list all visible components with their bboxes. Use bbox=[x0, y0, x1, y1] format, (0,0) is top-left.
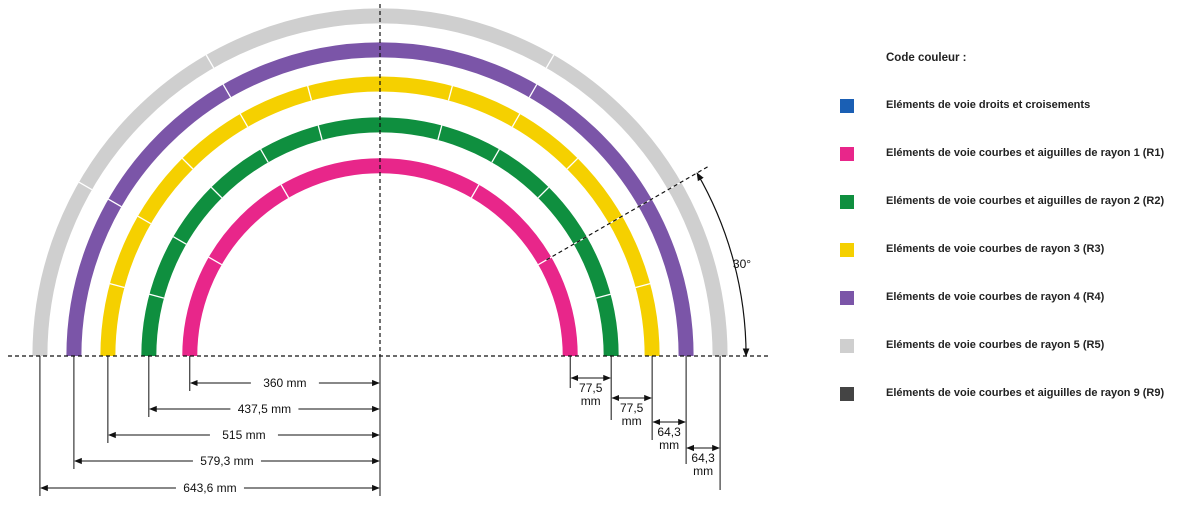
spacing-unit: mm bbox=[622, 414, 642, 428]
radius-label: 643,6 mm bbox=[183, 481, 236, 495]
legend-label: Eléments de voie courbes de rayon 4 (R4) bbox=[886, 291, 1105, 303]
arc-segment-separator bbox=[317, 125, 323, 141]
legend-item-r1: Eléments de voie courbes et aiguilles de… bbox=[840, 146, 1190, 162]
legend-swatch bbox=[840, 99, 854, 113]
arc-segment-separator bbox=[222, 84, 232, 98]
legend-swatch bbox=[840, 387, 854, 401]
spacing-unit: mm bbox=[659, 438, 679, 452]
legend-swatch bbox=[840, 243, 854, 257]
arc-segment-separator bbox=[537, 186, 550, 199]
arc-segment-separator bbox=[208, 256, 223, 266]
arc-segment-separator bbox=[545, 54, 555, 69]
label-background bbox=[230, 401, 299, 416]
arc-segment-separator bbox=[181, 157, 194, 170]
legend-item-straight: Eléments de voie droits et croisements bbox=[840, 98, 1190, 114]
angle-arc bbox=[696, 172, 750, 357]
label-background bbox=[209, 427, 278, 442]
legend-label: Eléments de voie courbes de rayon 5 (R5) bbox=[886, 339, 1105, 351]
arc-segment-separator bbox=[306, 85, 313, 101]
radius-label: 360 mm bbox=[263, 376, 306, 390]
arc-segment-separator bbox=[260, 148, 269, 163]
legend-swatch bbox=[840, 291, 854, 305]
spacing-value: 64,3 bbox=[691, 451, 715, 465]
angle-label: 30° bbox=[733, 257, 751, 271]
legend-item-r3: Eléments de voie courbes de rayon 3 (R3) bbox=[840, 242, 1190, 258]
spacing-unit: mm bbox=[693, 464, 713, 478]
arc-segment-separator bbox=[172, 236, 187, 245]
radius-label: 515 mm bbox=[222, 428, 265, 442]
legend-swatch bbox=[840, 147, 854, 161]
arc-segment-separator bbox=[595, 293, 611, 299]
legend-label: Eléments de voie courbes et aiguilles de… bbox=[886, 195, 1165, 207]
legend-label: Eléments de voie droits et croisements bbox=[886, 99, 1091, 111]
arc-segment-separator bbox=[447, 85, 454, 101]
arc-segment-separator bbox=[511, 113, 521, 128]
arc-segment-separator bbox=[149, 293, 165, 299]
guide-lines bbox=[8, 4, 768, 357]
legend-swatch bbox=[840, 339, 854, 353]
arc-segment-separator bbox=[437, 125, 443, 141]
label-background bbox=[192, 453, 261, 468]
legend-label: Eléments de voie courbes de rayon 3 (R3) bbox=[886, 243, 1105, 255]
arc-segment-separator bbox=[78, 181, 93, 191]
legend-item-r4: Eléments de voie courbes de rayon 4 (R4) bbox=[840, 290, 1190, 306]
label-background bbox=[250, 375, 319, 390]
radius-label: 437,5 mm bbox=[238, 402, 291, 416]
legend-item-r5: Eléments de voie courbes de rayon 5 (R5) bbox=[840, 338, 1190, 354]
legend-swatch bbox=[840, 195, 854, 209]
track-radius-diagram: 360 mm 437,5 mm 515 mm 579,3 mm 643,6 mm 77,5… bbox=[8, 4, 768, 496]
dimension-lines: 360 mm 437,5 mm 515 mm 579,3 mm 643,6 mm 77,5… bbox=[39, 356, 721, 496]
radius-label: 579,3 mm bbox=[200, 454, 253, 468]
arc-segment-separator bbox=[108, 198, 122, 208]
arc-segment-separator bbox=[528, 84, 538, 98]
arc-segment-separator bbox=[239, 113, 249, 128]
spacing-value: 77,5 bbox=[579, 381, 603, 395]
spacing-unit: mm bbox=[581, 394, 601, 408]
spacing-value: 77,5 bbox=[620, 401, 644, 415]
angle-line-30 bbox=[546, 165, 710, 261]
legend-item-r9: Eléments de voie courbes et aiguilles de… bbox=[840, 386, 1190, 402]
label-background bbox=[175, 480, 244, 495]
arc-segment-separator bbox=[491, 148, 500, 163]
track-arcs bbox=[32, 8, 728, 357]
arc-segment-separator bbox=[137, 215, 152, 225]
arc-segment-separator bbox=[210, 186, 223, 199]
arc-segment-separator bbox=[470, 184, 480, 199]
legend-label: Eléments de voie courbes et aiguilles de… bbox=[886, 387, 1165, 399]
arc-segment-separator bbox=[109, 282, 125, 289]
legend-title: Code couleur : bbox=[886, 52, 967, 64]
legend-label: Eléments de voie courbes et aiguilles de… bbox=[886, 147, 1165, 159]
arc-segment-separator bbox=[635, 282, 651, 289]
arc-segment-separator bbox=[205, 54, 215, 69]
spacing-value: 64,3 bbox=[657, 425, 681, 439]
arc-segment-separator bbox=[566, 157, 579, 170]
legend-item-r2: Eléments de voie courbes et aiguilles de… bbox=[840, 194, 1190, 210]
arc-segment-separator bbox=[280, 184, 290, 199]
track-arc-r5 bbox=[32, 8, 728, 357]
